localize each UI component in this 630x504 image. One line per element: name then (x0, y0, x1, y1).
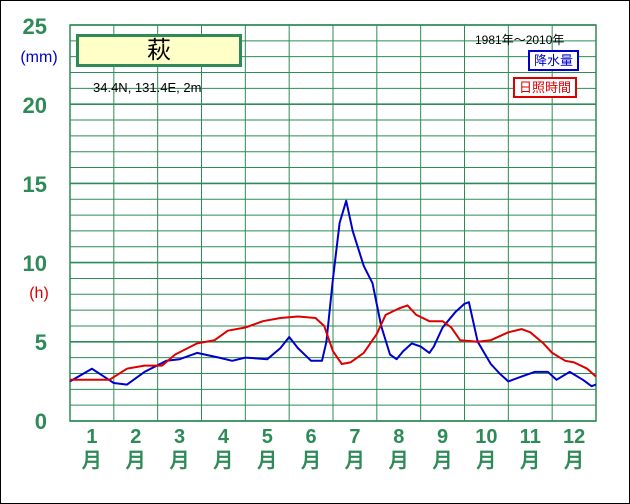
month-number: 12 (562, 426, 586, 448)
month-number: 2 (130, 426, 142, 448)
month-suffix: 月 (564, 450, 585, 472)
sunshine-line (70, 304, 597, 381)
month-number: 8 (393, 426, 405, 448)
y-tick-0: 0 (34, 409, 47, 434)
station-coords: 34.4N, 131.4E, 2m (93, 80, 202, 95)
month-suffix: 月 (169, 450, 190, 472)
month-suffix: 月 (344, 450, 365, 472)
y-tick-25: 25 (22, 14, 47, 39)
y-tick-15: 15 (22, 172, 47, 197)
data-period: 1981年〜2010年 (475, 33, 565, 47)
y-tick-5: 5 (34, 330, 47, 355)
month-label-10: 10 月 (464, 425, 508, 473)
station-name-box: 萩 (76, 34, 242, 67)
month-number: 3 (174, 426, 186, 448)
month-number: 1 (86, 426, 98, 448)
precip-line (69, 199, 597, 388)
month-label-12: 12 月 (552, 425, 596, 473)
legend-sunshine: 日照時間 (513, 77, 578, 98)
month-number: 7 (349, 426, 361, 448)
unit-precip: (mm) (20, 49, 58, 66)
y-tick-20: 20 (22, 93, 47, 118)
station-name: 萩 (147, 36, 171, 64)
month-suffix: 月 (257, 450, 278, 472)
plot-border (69, 24, 597, 422)
month-number: 10 (475, 426, 498, 448)
month-suffix: 月 (432, 450, 453, 472)
month-number: 5 (261, 426, 273, 448)
y-tick-10: 10 (22, 251, 47, 276)
month-number: 9 (437, 426, 449, 448)
month-suffix: 月 (388, 450, 409, 472)
month-suffix: 月 (476, 450, 497, 472)
month-suffix: 月 (81, 450, 102, 472)
month-suffix: 月 (213, 450, 234, 472)
month-number: 6 (305, 426, 317, 448)
month-suffix: 月 (520, 450, 541, 472)
unit-sunshine: (h) (29, 285, 49, 302)
month-number: 11 (519, 426, 541, 448)
month-suffix: 月 (125, 450, 146, 472)
month-label-11: 11 月 (508, 425, 552, 473)
month-suffix: 月 (301, 450, 322, 472)
month-number: 4 (217, 426, 229, 448)
legend-precip: 降水量 (528, 50, 580, 71)
